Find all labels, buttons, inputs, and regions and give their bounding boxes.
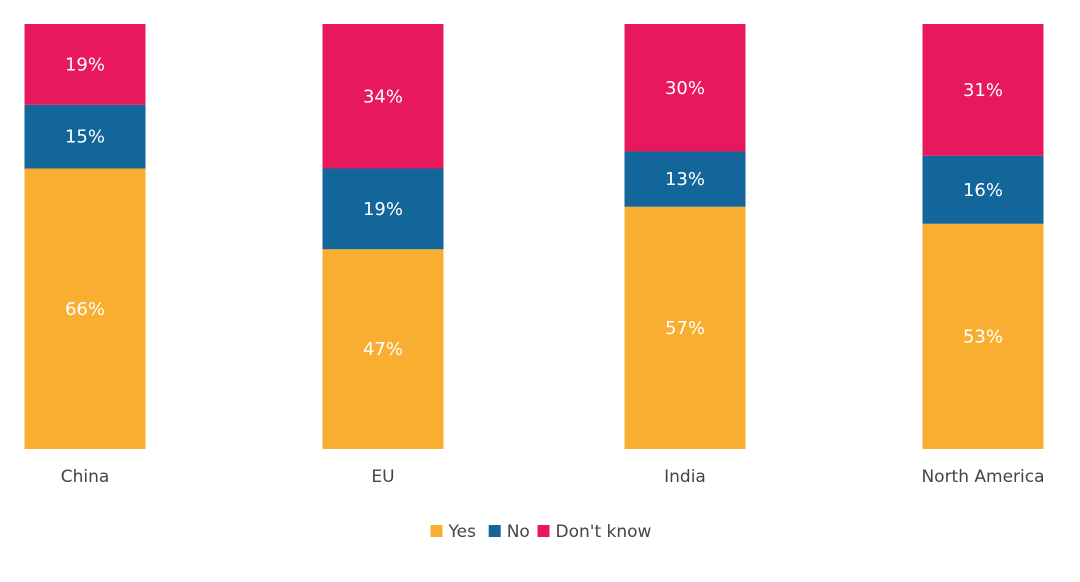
value-label-china-yes: 66% <box>65 299 105 320</box>
bar-segment-india-don-t-know <box>624 24 746 152</box>
bars-layer <box>24 24 1044 449</box>
bar-segment-eu-don-t-know <box>322 24 444 169</box>
bar-segment-north-america-don-t-know <box>922 24 1044 156</box>
value-label-north-america-yes: 53% <box>963 326 1003 347</box>
bar-segment-india-yes <box>624 206 746 449</box>
bar-segment-north-america-yes <box>922 223 1044 449</box>
legend-item-no: No <box>488 522 530 542</box>
legend-swatch-yes <box>430 525 443 537</box>
bar-segment-eu-no <box>322 168 444 250</box>
value-label-eu-no: 19% <box>363 199 403 220</box>
value-label-north-america-no: 16% <box>963 180 1003 201</box>
value-label-china-don-t-know: 19% <box>65 54 105 75</box>
bar-segment-india-no <box>624 151 746 207</box>
legend-swatch-no <box>488 525 501 537</box>
category-label-china: China <box>61 467 110 487</box>
bar-segment-china-don-t-know <box>24 24 146 105</box>
legend-item-yes: Yes <box>430 522 477 542</box>
value-label-china-no: 15% <box>65 127 105 148</box>
legend-label-yes: Yes <box>448 522 477 542</box>
category-label-north-america: North America <box>921 467 1044 487</box>
legend-label-no: No <box>507 522 530 542</box>
value-labels-layer: 66% 15% 19% 47% 19% 34% 57% 13% 30% 53% 16% 31% <box>65 54 1003 360</box>
value-label-india-don-t-know: 30% <box>665 78 705 99</box>
category-labels-layer: China EU India North America <box>61 467 1045 487</box>
bar-segment-china-yes <box>24 168 146 449</box>
value-label-eu-don-t-know: 34% <box>363 86 403 107</box>
value-label-india-yes: 57% <box>665 318 705 339</box>
legend-swatch-don-t-know <box>537 525 550 537</box>
bar-segment-china-no <box>24 104 146 169</box>
value-label-north-america-don-t-know: 31% <box>963 80 1003 101</box>
value-label-eu-yes: 47% <box>363 339 403 360</box>
legend-label-don-t-know: Don't know <box>556 522 652 542</box>
category-label-eu: EU <box>371 467 394 487</box>
bar-segment-north-america-no <box>922 155 1044 224</box>
category-label-india: India <box>664 467 706 487</box>
bar-segment-eu-yes <box>322 249 444 449</box>
value-label-india-no: 13% <box>665 169 705 190</box>
legend-item-don-t-know: Don't know <box>537 522 652 542</box>
legend: Yes No Don't know <box>430 522 652 542</box>
